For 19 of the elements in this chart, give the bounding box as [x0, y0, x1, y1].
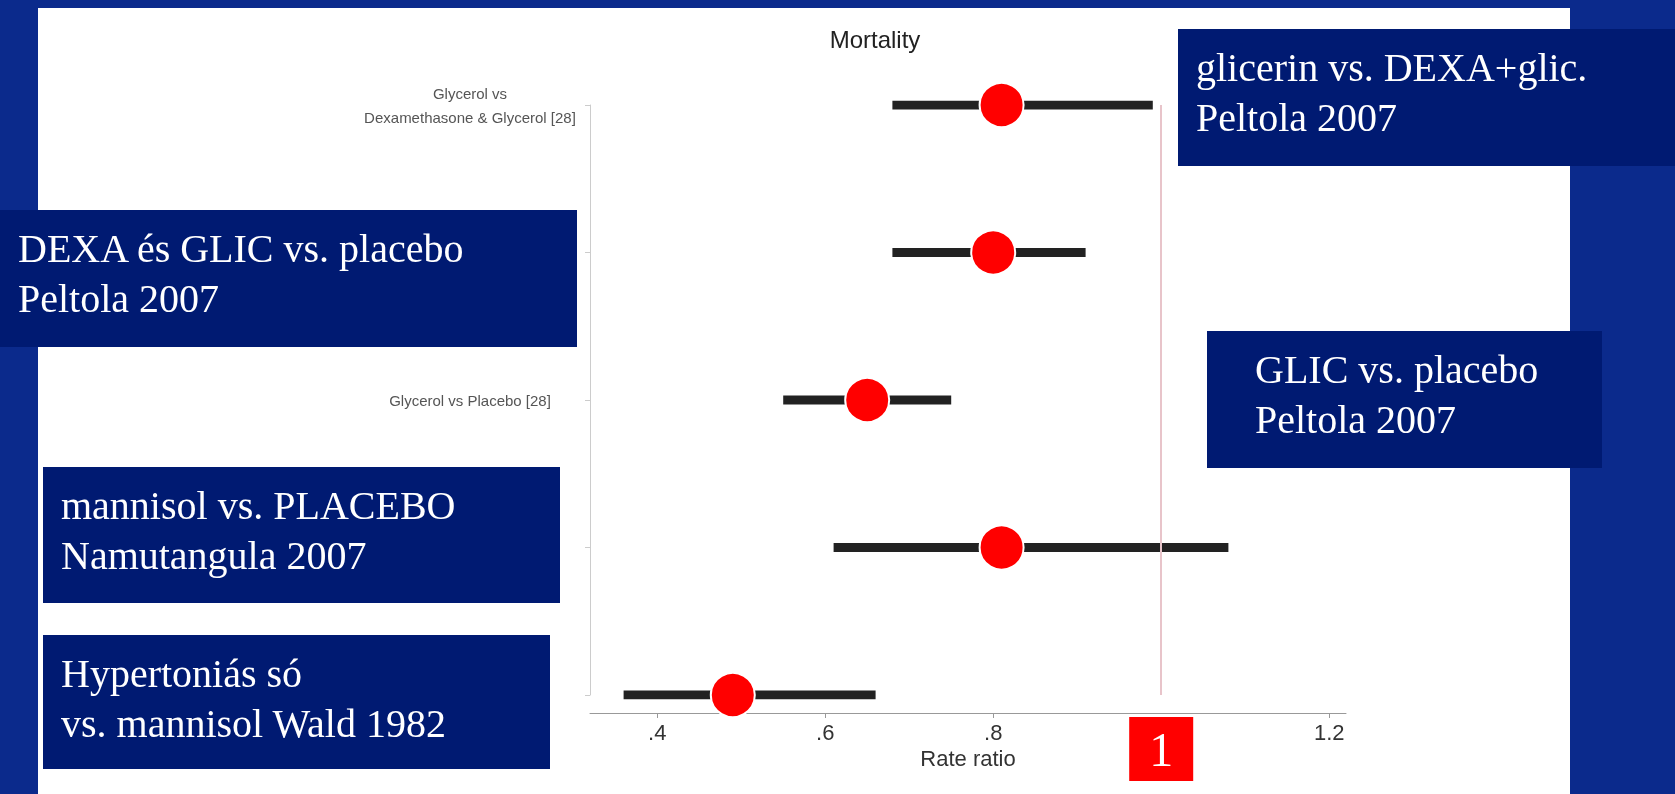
point: [978, 82, 1025, 128]
point: [970, 229, 1017, 276]
text: mannisol vs. PLACEBO Namutangula 2007: [43, 467, 560, 603]
ref-line-label: 1: [1149, 722, 1174, 776]
x-tick-label: .4: [648, 719, 667, 745]
x-tick-label: .8: [984, 719, 1003, 745]
x-tick-label: .6: [816, 719, 835, 745]
point: [844, 377, 891, 423]
y-tick-label: Glycerol vs Dexamethasone & Glycerol [28]: [364, 84, 576, 126]
chart-title: Mortality: [829, 25, 921, 53]
annotation: glicerin vs. DEXA+glic. Peltola 2007: [1178, 29, 1675, 166]
y-tick-label: Glycerol vs Placebo [28]: [389, 391, 551, 409]
text: Hypertoniás só vs. mannisol Wald 1982: [43, 635, 550, 769]
point: [709, 672, 756, 718]
annotation: GLIC vs. placebo Peltola 2007: [1207, 331, 1602, 468]
x-tick-label: 1.2: [1313, 719, 1345, 745]
text: DEXA és GLIC vs. placebo Peltola 2007: [0, 210, 577, 347]
point: [978, 524, 1025, 571]
x-axis-title: Rate ratio: [920, 746, 1016, 772]
